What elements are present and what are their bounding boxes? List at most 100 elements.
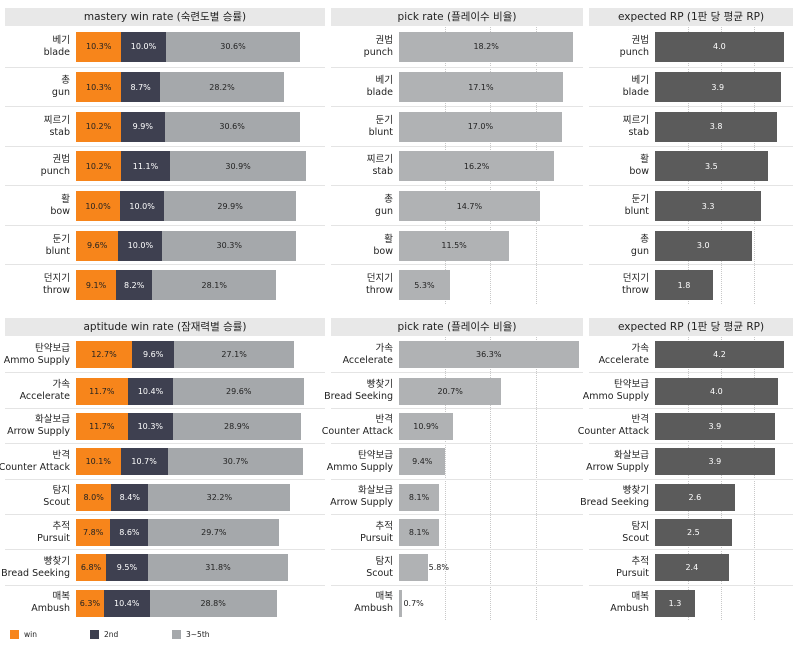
bar-segment-win: 9.6% bbox=[76, 230, 119, 261]
bar-value-label: 4.0 bbox=[710, 386, 723, 396]
bar-value-label: 10.2% bbox=[85, 161, 112, 171]
category-label-ko: 가속 bbox=[375, 342, 393, 354]
table-row: 가속 Accelerate 36.3% bbox=[331, 337, 583, 372]
bar-value-label: 4.0 bbox=[713, 42, 726, 52]
category-label: 탄약보급 Ammo Supply bbox=[327, 444, 393, 479]
bar-segment-3-5th: 30.6% bbox=[165, 31, 301, 62]
category-label-ko: 추적 bbox=[631, 555, 649, 567]
table-row: 추적 Pursuit 7.8% 8.6% 29.7% bbox=[5, 513, 325, 550]
bar-segment-3-5th: 28.9% bbox=[173, 412, 301, 440]
bar: 18.2% bbox=[399, 31, 574, 62]
category-label: 매복 Ambush bbox=[589, 586, 649, 621]
table-row: 던지기 throw 9.1% 8.2% 28.1% bbox=[5, 264, 325, 305]
table-row: 둔기 blunt 3.3 bbox=[589, 185, 793, 226]
category-label-ko: 권법 bbox=[631, 34, 649, 46]
bar-value-label: 10.0% bbox=[85, 201, 111, 211]
bar-segment-3-5th: 29.9% bbox=[164, 191, 297, 222]
category-label-en: Ambush bbox=[31, 603, 70, 615]
bar-value-label: 16.2% bbox=[463, 161, 490, 171]
bar-segment-3-5th: 30.7% bbox=[167, 448, 304, 476]
category-label-ko: 활 bbox=[640, 154, 649, 166]
chart-panel: aptitude win rate (잠재력별 승률) 탄약보급 Ammo Supp… bbox=[0, 318, 325, 620]
category-label: 빵찾기 Bread Seeking bbox=[1, 550, 70, 585]
bar-value-label: 8.6% bbox=[119, 528, 140, 538]
bar-segment-win: 11.7% bbox=[76, 412, 128, 440]
category-label-en: punch bbox=[40, 166, 70, 178]
chart-title: mastery win rate (숙련도별 승률) bbox=[5, 8, 325, 26]
bar-value-label: 27.1% bbox=[221, 350, 247, 360]
bar: 3.9 bbox=[655, 72, 781, 103]
category-label-en: Accelerate bbox=[598, 354, 649, 366]
category-label: 활 bow bbox=[331, 226, 393, 266]
category-label: 화살보급 Arrow Supply bbox=[5, 409, 70, 444]
chart-body: 권법 punch 18.2% 베기 blade 17.1% 둔기 blunt 17.0% 찌르기 s… bbox=[331, 27, 583, 304]
bar-segment-2nd: 10.7% bbox=[120, 448, 168, 476]
category-label: 탄약보급 Ammo Supply bbox=[4, 337, 70, 372]
category-label-ko: 총 bbox=[640, 233, 649, 245]
bar-value-label: 11.1% bbox=[132, 161, 159, 171]
table-row: 찌르기 stab 3.8 bbox=[589, 106, 793, 147]
category-label-ko: 던지기 bbox=[366, 273, 393, 285]
table-row: 활 bow 11.5% bbox=[331, 224, 583, 266]
category-label-en: throw bbox=[621, 285, 649, 297]
chart-title: aptitude win rate (잠재력별 승률) bbox=[5, 318, 325, 336]
category-label: 탐지 Scout bbox=[331, 550, 393, 585]
category-label-ko: 탐지 bbox=[631, 520, 649, 532]
table-row: 탄약보급 Ammo Supply 12.7% 9.6% 27.1% bbox=[4, 337, 325, 372]
bar-segment-win: 12.7% bbox=[76, 341, 133, 369]
category-label-ko: 찌르기 bbox=[43, 114, 70, 126]
table-row: 빵찾기 Bread Seeking 20.7% bbox=[324, 372, 583, 408]
bar-segment-2nd: 10.4% bbox=[127, 377, 174, 405]
table-row: 반격 Counter Attack 10.9% bbox=[322, 407, 583, 444]
category-label-ko: 둔기 bbox=[631, 194, 649, 206]
bar-value-label: 9.5% bbox=[116, 563, 138, 573]
category-label-en: blade bbox=[43, 46, 70, 58]
category-label-en: Counter Attack bbox=[577, 426, 649, 438]
bar-value-label: 36.3% bbox=[476, 350, 502, 360]
category-label-ko: 활 bbox=[61, 194, 70, 206]
bar: 4.0 bbox=[655, 377, 778, 405]
bar-value-label: 2.4 bbox=[685, 563, 699, 573]
category-label-en: Pursuit bbox=[37, 532, 70, 544]
chart-title: pick rate (플레이수 비율) bbox=[331, 318, 583, 336]
category-label: 반격 Counter Attack bbox=[578, 409, 649, 444]
bar-segment-2nd: 10.4% bbox=[103, 589, 150, 617]
bar-segment-3-5th: 28.1% bbox=[152, 270, 277, 301]
category-label-ko: 빵찾기 bbox=[622, 485, 649, 497]
bar-value-label: 8.1% bbox=[408, 492, 430, 502]
category-label-en: blunt bbox=[368, 126, 393, 138]
bar-value-label: 10.4% bbox=[114, 598, 140, 608]
bar-segment-2nd: 10.0% bbox=[118, 230, 163, 261]
table-row: 베기 blade 17.1% bbox=[331, 66, 583, 108]
category-label-en: Pursuit bbox=[360, 532, 393, 544]
chart-panel: expected RP (1판 당 평균 RP) 권법 punch 4.0 베기 blad… bbox=[589, 8, 793, 304]
table-row: 활 bow 3.5 bbox=[589, 145, 793, 187]
category-label-en: Arrow Supply bbox=[330, 497, 393, 509]
bar-value-label: 3.9 bbox=[711, 82, 725, 92]
bar-value-label: 3.5 bbox=[704, 161, 718, 171]
bar-value-label: 4.2 bbox=[713, 350, 726, 360]
category-label: 추적 Pursuit bbox=[5, 515, 70, 550]
bar: 10.9% bbox=[399, 412, 453, 440]
table-row: 반격 Counter Attack 10.1% 10.7% 30.7% bbox=[0, 443, 325, 479]
chart-body: 베기 blade 10.3% 10.0% 30.6% 총 gun 10.3% 8.7% 28.2%… bbox=[5, 27, 325, 304]
table-row: 가속 Accelerate 11.7% 10.4% 29.6% bbox=[5, 372, 325, 408]
bar-value-label: 6.8% bbox=[80, 563, 102, 573]
bar-value-label: 3.9 bbox=[708, 421, 722, 431]
bar-segment-2nd: 8.2% bbox=[116, 270, 153, 301]
legend-swatch bbox=[90, 630, 99, 639]
table-row: 총 gun 14.7% bbox=[331, 185, 583, 226]
category-label: 던지기 throw bbox=[331, 265, 393, 305]
bar-value-label: 5.3% bbox=[414, 280, 435, 290]
category-label-en: punch bbox=[363, 46, 393, 58]
bar-segment-2nd: 8.4% bbox=[111, 483, 149, 511]
category-label: 빵찾기 Bread Seeking bbox=[324, 373, 393, 408]
category-label-ko: 탄약보급 bbox=[35, 342, 70, 354]
bar: 3.8 bbox=[655, 111, 778, 142]
legend-label: 2nd bbox=[104, 630, 119, 639]
bar: 5.8% bbox=[399, 554, 449, 582]
table-row: 탐지 Scout 5.8% bbox=[331, 549, 583, 585]
category-label: 총 gun bbox=[5, 68, 70, 108]
category-label: 던지기 throw bbox=[5, 265, 70, 305]
table-row: 탐지 Scout 8.0% 8.4% 32.2% bbox=[5, 478, 325, 515]
